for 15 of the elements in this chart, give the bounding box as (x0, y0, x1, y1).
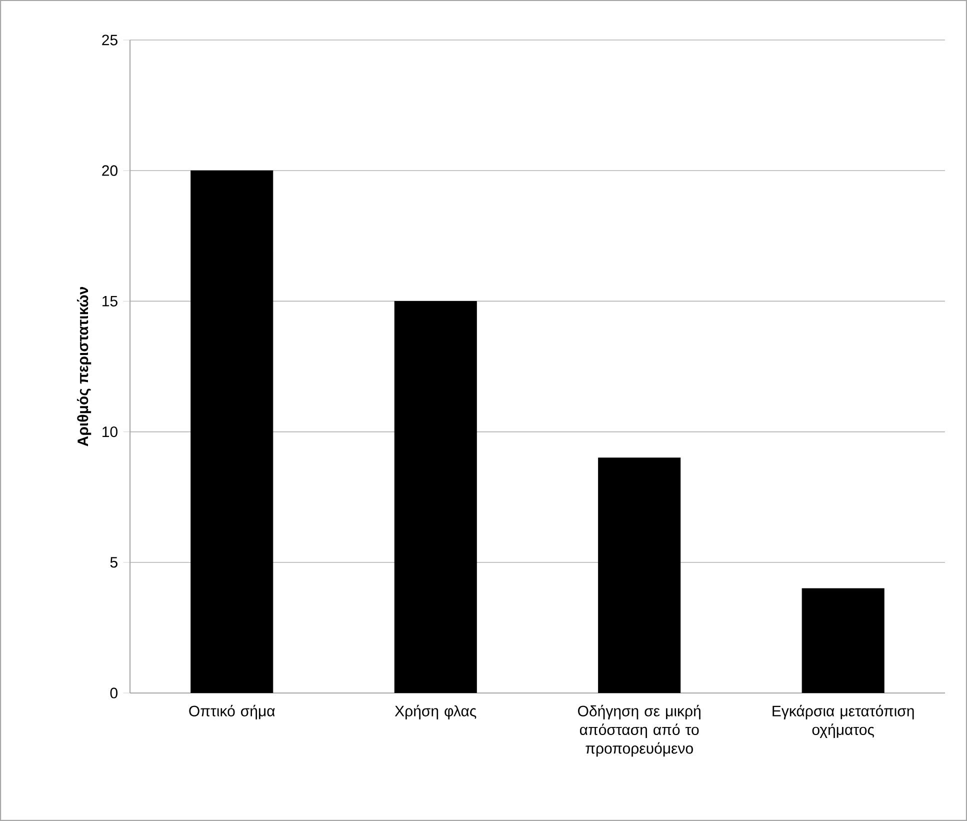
x-tick-label: Εγκάρσια μετατόπιση οχήματος (772, 704, 914, 738)
x-tick-label: Χρήση φλας (394, 704, 476, 720)
bar (802, 588, 884, 693)
bar (598, 458, 681, 693)
x-tick-label: Οπτικό σήμα (189, 704, 275, 720)
y-tick-label: 10 (102, 426, 118, 438)
x-tick-label: Οδήγηση σε μικρή απόσταση από το προπορευόμενο (578, 704, 700, 757)
y-tick-label: 25 (102, 34, 118, 46)
y-tick-label: 15 (102, 296, 118, 306)
bar (190, 170, 274, 693)
bar (394, 300, 477, 693)
y-tick-label: 0 (110, 688, 118, 698)
y-axis-title: Αριθμός περιστατικών (76, 287, 92, 446)
y-tick-label: 20 (102, 165, 118, 176)
y-tick-label: 5 (110, 557, 118, 568)
